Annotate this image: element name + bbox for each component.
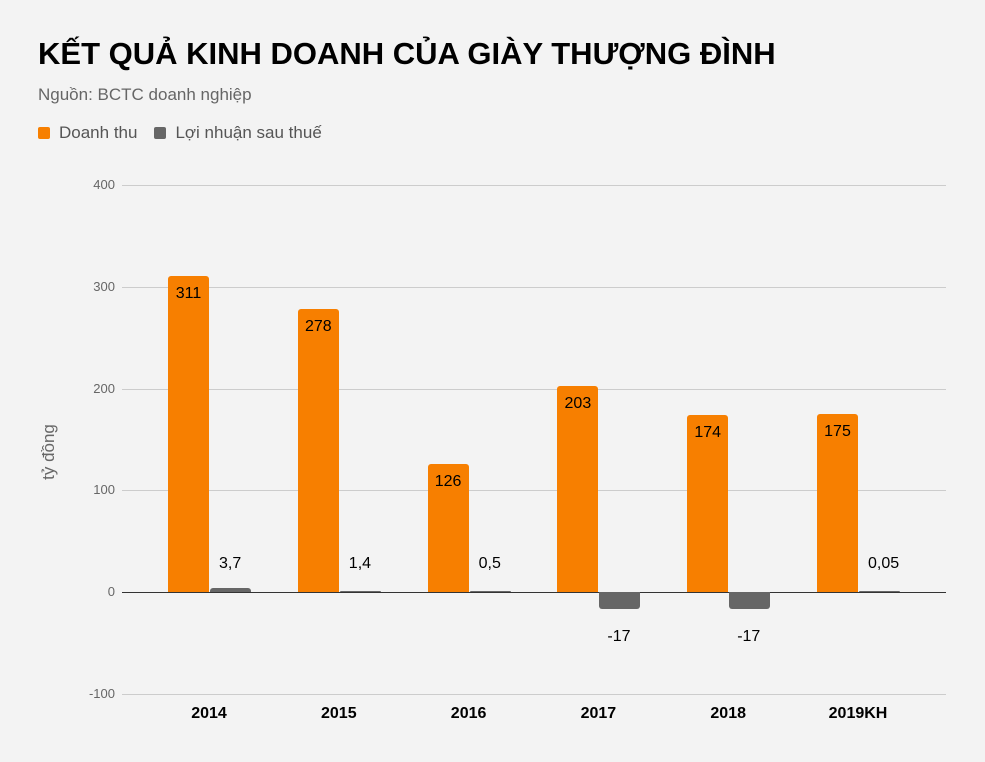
chart-title: KẾT QUẢ KINH DOANH CỦA GIÀY THƯỢNG ĐÌNH (38, 36, 776, 71)
legend-item-profit: Lợi nhuận sau thuế (154, 123, 322, 143)
legend: Doanh thu Lợi nhuận sau thuế (38, 123, 339, 143)
profit-bar[interactable] (210, 588, 251, 592)
y-tick-label: -100 (88, 686, 115, 701)
x-tick-label: 2019KH (828, 705, 888, 722)
revenue-swatch-icon (38, 127, 50, 139)
profit-swatch-icon (154, 127, 167, 139)
y-axis-label: tỷ đồng (39, 424, 58, 480)
x-tick-label: 2014 (191, 705, 227, 722)
chart-subtitle: Nguồn: BCTC doanh nghiệp (38, 85, 252, 104)
profit-value-label: -17 (607, 628, 631, 645)
profit-bar[interactable] (339, 590, 381, 592)
profit-bar[interactable] (599, 592, 641, 610)
legend-label-revenue: Doanh thu (59, 123, 138, 142)
gridline (122, 185, 946, 186)
revenue-bar[interactable] (687, 415, 729, 592)
profit-value-label: 0,05 (868, 555, 900, 572)
y-tick-label: 0 (107, 584, 115, 599)
x-tick-label: 2016 (450, 705, 487, 722)
y-tick-label: 400 (93, 177, 115, 192)
gridline (122, 389, 946, 390)
legend-item-revenue: Doanh thu (38, 123, 137, 143)
y-tick-label: 200 (93, 381, 115, 396)
x-tick-label: 2018 (710, 705, 746, 722)
profit-value-label: -17 (737, 628, 761, 645)
x-tick-label: 2015 (321, 705, 357, 722)
revenue-value-label: 203 (564, 394, 592, 412)
revenue-bar[interactable] (557, 385, 599, 592)
y-tick-label: 100 (93, 482, 115, 497)
profit-value-label: 3,7 (219, 555, 242, 572)
gridline (122, 490, 946, 491)
y-tick-label: 300 (93, 279, 115, 294)
revenue-bar[interactable] (427, 463, 469, 592)
profit-bar[interactable] (859, 591, 900, 592)
x-tick-label: 2017 (580, 705, 617, 722)
profit-value-label: 1,4 (348, 555, 372, 572)
profit-value-label: 0,5 (478, 555, 501, 572)
gridline (122, 694, 946, 695)
legend-label-profit: Lợi nhuận sau thuế (175, 123, 322, 142)
revenue-bar[interactable] (817, 414, 858, 592)
profit-bar[interactable] (469, 591, 511, 592)
revenue-bar[interactable] (297, 309, 339, 592)
profit-bar[interactable] (729, 592, 771, 610)
revenue-value-label: 278 (304, 318, 332, 336)
zero-baseline (122, 592, 946, 593)
revenue-value-label: 311 (175, 284, 202, 302)
revenue-value-label: 174 (694, 424, 722, 442)
revenue-value-label: 126 (434, 472, 462, 490)
revenue-bar[interactable] (168, 275, 209, 592)
revenue-value-label: 175 (824, 423, 851, 441)
gridline (122, 287, 946, 288)
